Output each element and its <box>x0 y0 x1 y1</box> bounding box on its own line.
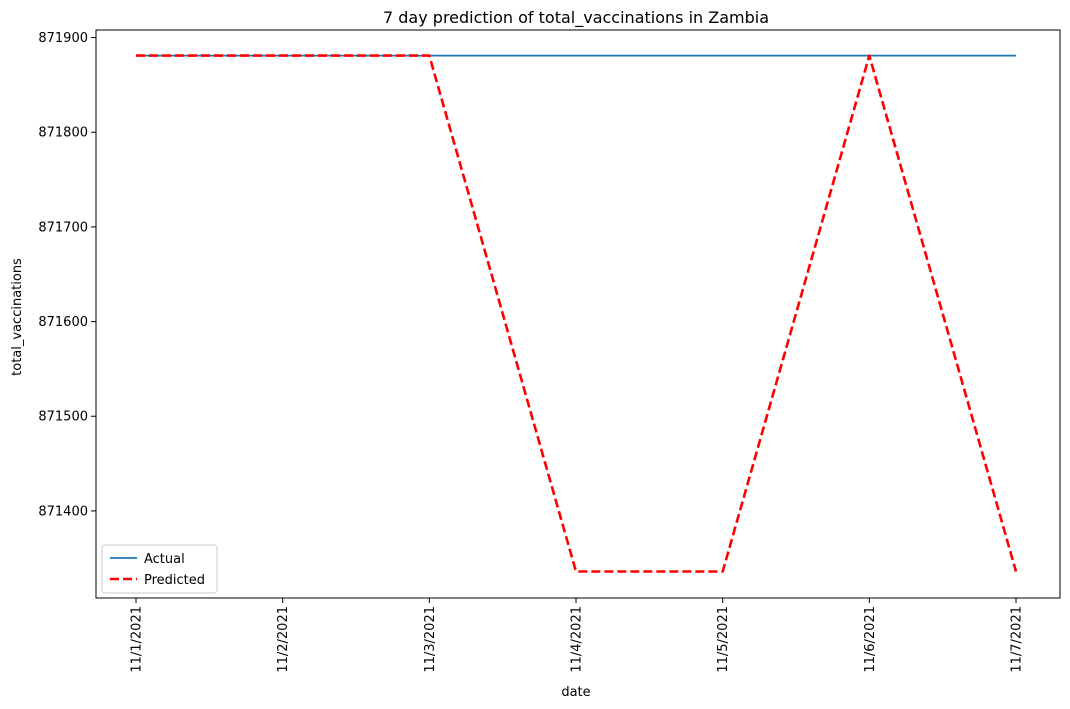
x-tick-label: 11/4/2021 <box>570 606 585 673</box>
y-tick-label: 871500 <box>38 410 88 425</box>
x-tick-label: 11/6/2021 <box>863 606 878 673</box>
chart-title: 7 day prediction of total_vaccinations i… <box>383 8 769 28</box>
legend-label-actual: Actual <box>144 552 185 567</box>
x-tick-label: 11/2/2021 <box>276 606 291 673</box>
x-tick-label: 11/1/2021 <box>130 606 145 673</box>
x-tick-label: 11/5/2021 <box>716 606 731 673</box>
y-tick-label: 871700 <box>38 220 88 235</box>
plot-area <box>95 29 1061 599</box>
y-tick-label: 871600 <box>38 315 88 330</box>
series-layer <box>136 54 1018 573</box>
y-axis: 871400 871500 871600 871700 871800 871900 <box>38 31 96 519</box>
legend-label-predicted: Predicted <box>144 573 205 588</box>
y-tick-label: 871400 <box>38 504 88 519</box>
x-tick-label: 11/7/2021 <box>1010 606 1025 673</box>
y-axis-label: total_vaccinations <box>10 258 25 376</box>
x-tick-label: 11/3/2021 <box>423 606 438 673</box>
series-line-predicted <box>136 54 1018 573</box>
legend: Actual Predicted <box>101 544 218 594</box>
y-tick-label: 871900 <box>38 31 88 46</box>
x-axis-label: date <box>561 685 590 700</box>
x-axis: 11/1/2021 11/2/2021 11/3/2021 11/4/2021 11/5… <box>130 598 1025 673</box>
legend-box <box>101 544 218 594</box>
y-tick-label: 871800 <box>38 126 88 141</box>
